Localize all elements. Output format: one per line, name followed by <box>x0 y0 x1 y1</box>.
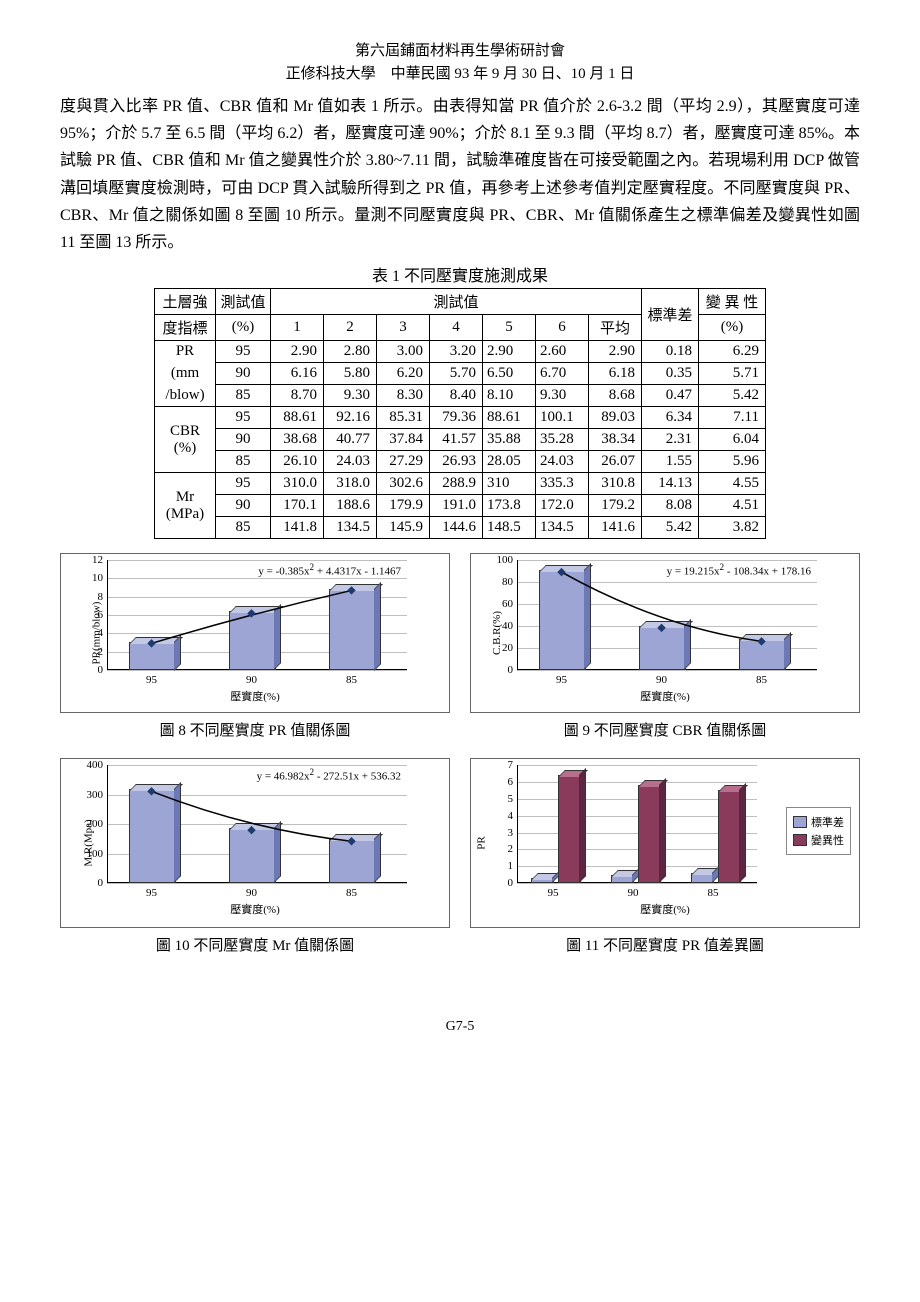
fig11-legend: 標準差 變異性 <box>786 807 851 855</box>
chart-fig8: PR(mm/blow) 024681012959085y = -0.385x2 … <box>60 553 450 713</box>
th-indicator2: 度指標 <box>155 315 216 341</box>
fig11-caption: 圖 11 不同壓實度 PR 值差異圖 <box>470 934 860 955</box>
fig9-xlabel: 壓實度(%) <box>477 688 853 704</box>
conference-header: 第六屆鋪面材料再生學術研討會 正修科技大學 中華民國 93 年 9 月 30 日… <box>60 40 860 85</box>
fig9-caption: 圖 9 不同壓實度 CBR 值關係圖 <box>470 719 860 740</box>
header-line1: 第六屆鋪面材料再生學術研討會 <box>60 40 860 63</box>
body-paragraph: 度與貫入比率 PR 值、CBR 值和 Mr 值如表 1 所示。由表得知當 PR … <box>60 93 860 256</box>
th-indicator: 土層強 <box>155 289 216 315</box>
th-cv: 變 異 性 <box>699 289 766 315</box>
data-table: 土層強 測試值 測試值 標準差 變 異 性 度指標 (%) 1 2 3 4 5 … <box>154 288 766 539</box>
page-number: G7-5 <box>60 1019 860 1035</box>
header-line2: 正修科技大學 中華民國 93 年 9 月 30 日、10 月 1 日 <box>60 63 860 86</box>
chart-fig10: M.R(Mpa) 0100200300400959085y = 46.982x2… <box>60 758 450 928</box>
table-title: 表 1 不同壓實度施測成果 <box>60 262 860 286</box>
fig10-caption: 圖 10 不同壓實度 Mr 值關係圖 <box>60 934 450 955</box>
fig11-xlabel: 壓實度(%) <box>477 901 853 917</box>
chart-fig9: C.B.R(%) 020406080100959085y = 19.215x2 … <box>470 553 860 713</box>
th-cv2: (%) <box>699 315 766 341</box>
fig8-xlabel: 壓實度(%) <box>67 688 443 704</box>
th-sd: 標準差 <box>642 289 699 341</box>
th-measurements: 測試值 <box>271 289 642 315</box>
fig8-caption: 圖 8 不同壓實度 PR 值關係圖 <box>60 719 450 740</box>
th-avg: 平均 <box>589 315 642 341</box>
fig10-xlabel: 壓實度(%) <box>67 901 443 917</box>
fig11-ylabel: PR <box>476 836 488 849</box>
th-testval2: (%) <box>216 315 271 341</box>
chart-fig11: PR 01234567959085 標準差 變異性 壓實度(%) <box>470 758 860 928</box>
th-testval: 測試值 <box>216 289 271 315</box>
